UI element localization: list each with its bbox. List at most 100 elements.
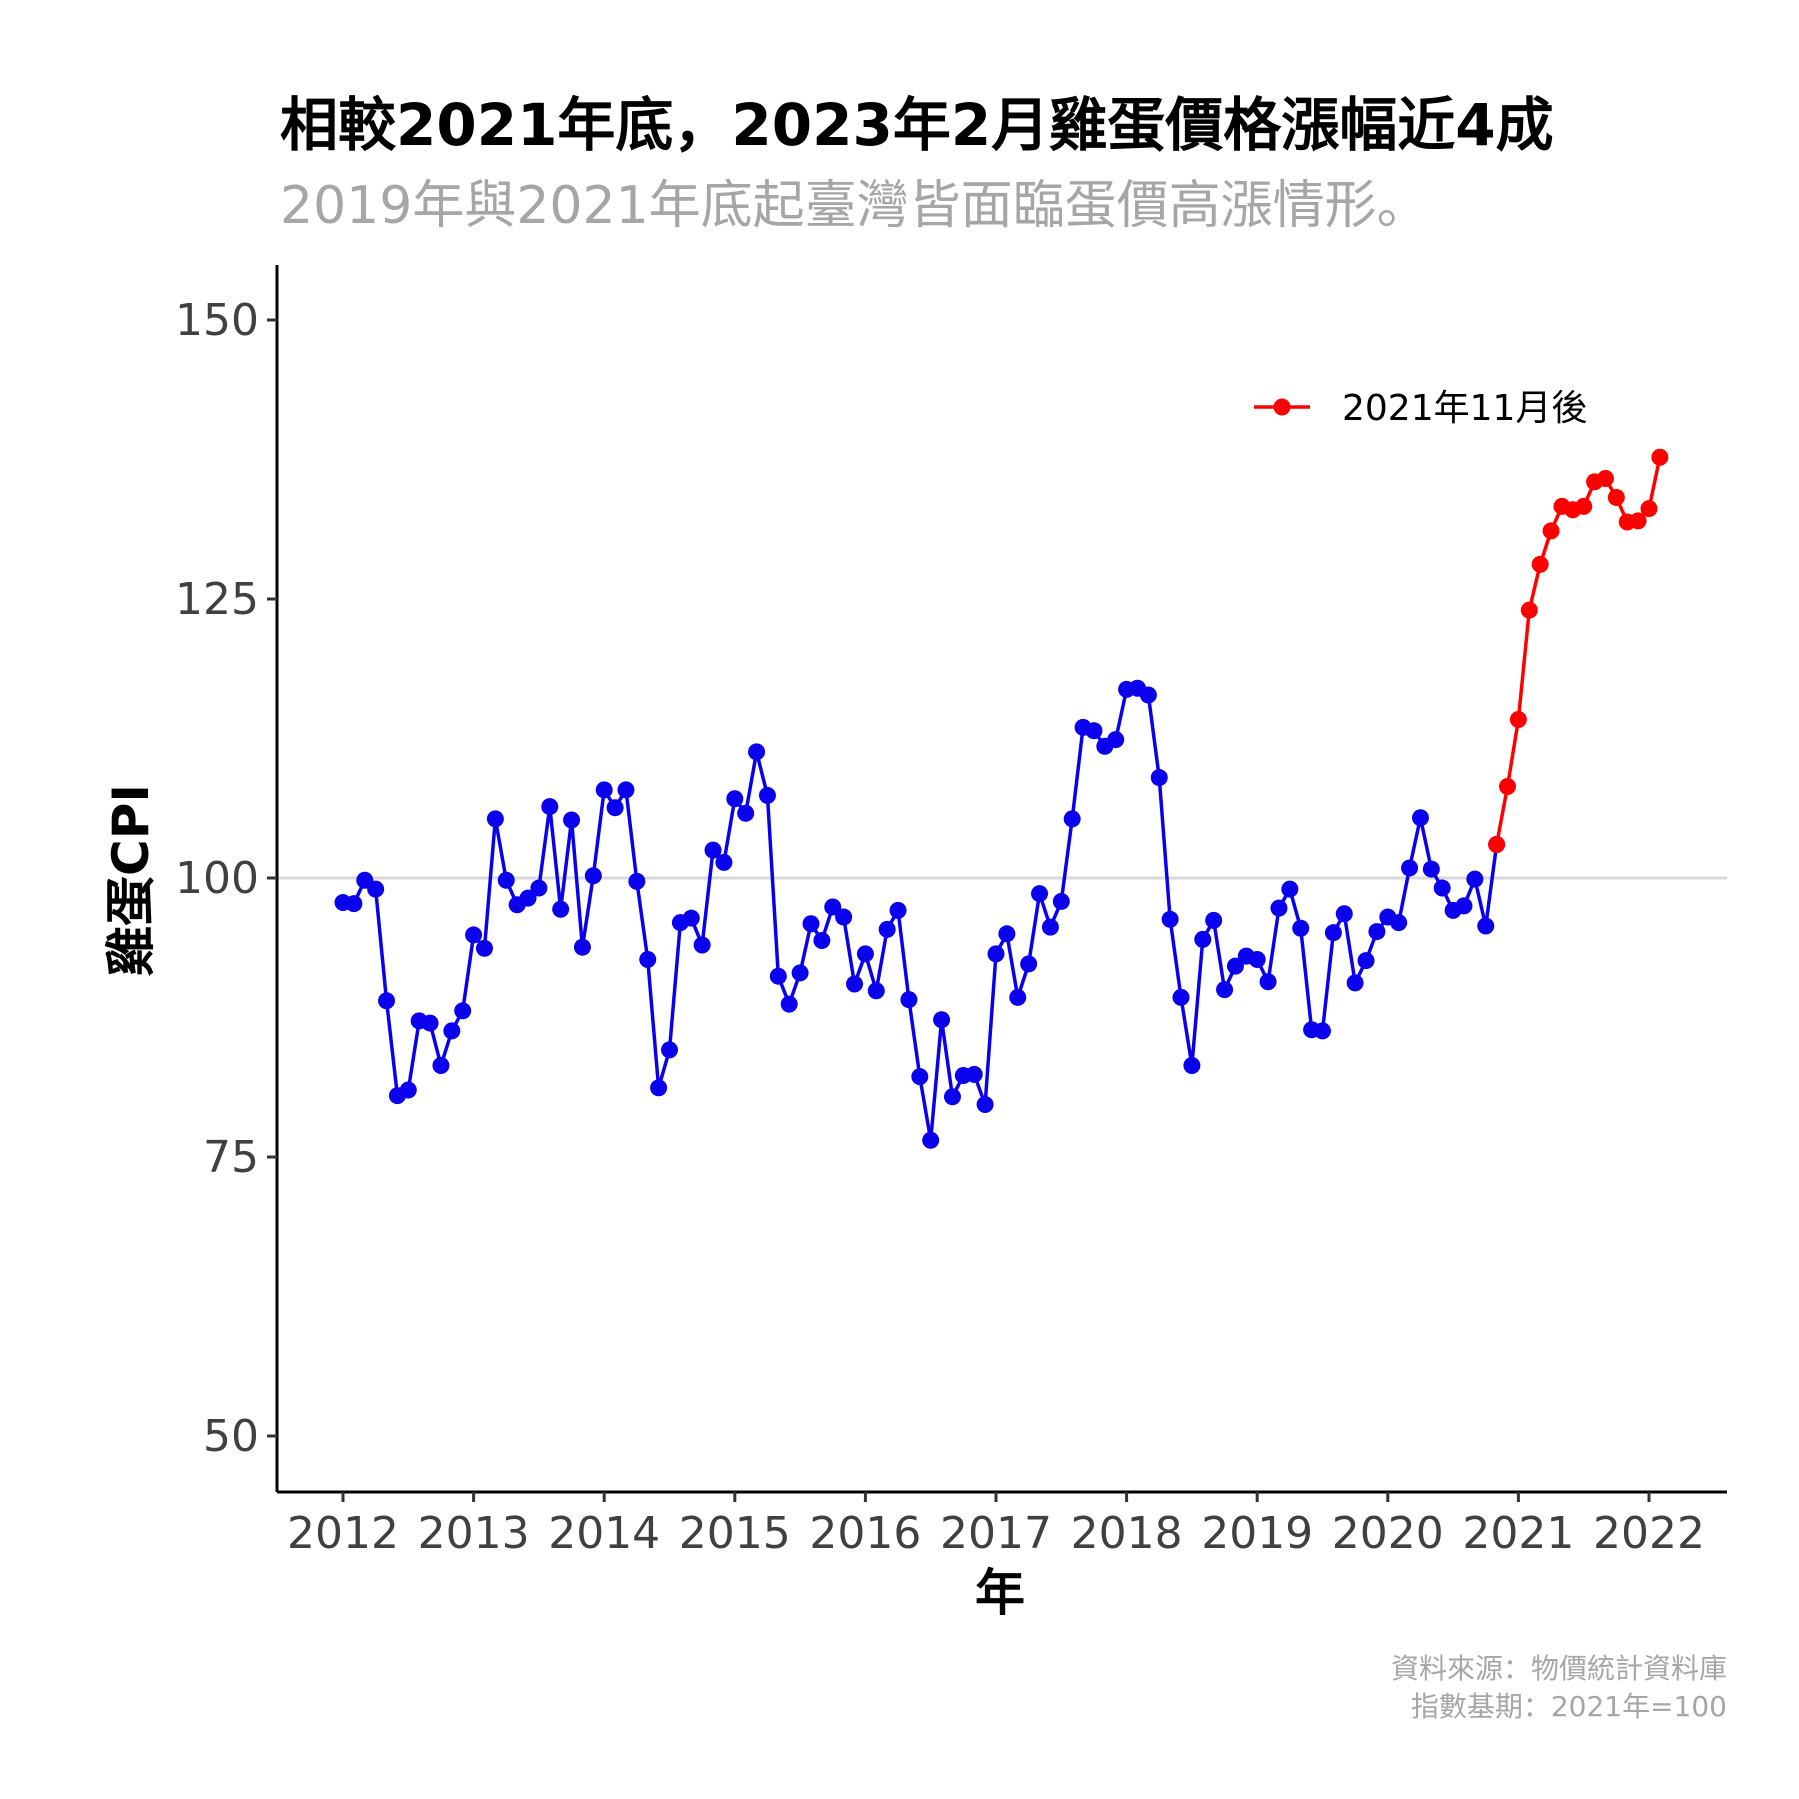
series-point-1 (639, 950, 657, 968)
series-point-1 (1455, 897, 1473, 915)
series-point-1 (486, 810, 504, 828)
series-point-1 (1009, 988, 1027, 1006)
series-point-1 (1411, 809, 1429, 827)
series-point-1 (769, 967, 787, 985)
series-point-1 (1292, 919, 1310, 937)
series-point-2 (1509, 711, 1527, 729)
series-point-1 (1172, 988, 1190, 1006)
series-point-1 (911, 1068, 929, 1086)
series-point-1 (1161, 910, 1179, 928)
series-point-1 (1031, 885, 1049, 903)
series-point-1 (1226, 957, 1244, 975)
series-point-1 (399, 1081, 417, 1099)
series-point-1 (1314, 1022, 1331, 1040)
series-point-1 (1085, 722, 1103, 740)
legend-key-point (1273, 398, 1291, 416)
x-tick-label: 2014 (548, 1508, 660, 1559)
series-point-1 (541, 798, 559, 816)
series-point-1 (617, 781, 635, 799)
series-point-1 (824, 898, 842, 916)
series-point-1 (1216, 981, 1234, 999)
y-tick-label: 75 (203, 1132, 259, 1183)
series-point-1 (552, 900, 570, 918)
series-point-1 (1270, 899, 1288, 917)
series-point-1 (835, 908, 853, 926)
series-point-1 (715, 853, 733, 871)
series-point-1 (443, 1022, 461, 1040)
series-point-1 (933, 1011, 951, 1029)
series-point-1 (726, 790, 744, 808)
y-tick-label: 100 (175, 853, 259, 904)
series-point-1 (1422, 860, 1440, 878)
series-point-1 (1401, 859, 1419, 877)
series-point-1 (1335, 905, 1353, 923)
series-point-1 (1063, 810, 1081, 828)
series-point-1 (780, 995, 798, 1013)
series-point-1 (519, 889, 537, 907)
legend: 2021年11月後 (1254, 388, 1587, 429)
y-tick-label: 125 (175, 574, 259, 625)
caption-source: 資料來源：物價統計資料庫 (1391, 1652, 1727, 1685)
series-point-1 (846, 975, 864, 993)
series-point-2 (1499, 777, 1517, 795)
series-point-2 (1520, 601, 1538, 619)
series-point-1 (867, 982, 885, 1000)
series-point-1 (1139, 686, 1157, 704)
series-point-1 (432, 1056, 450, 1074)
series-point-1 (1324, 924, 1342, 942)
series-point-1 (421, 1014, 439, 1032)
series-point-2 (1651, 448, 1669, 466)
series-point-1 (1346, 974, 1364, 992)
series-point-1 (454, 1002, 472, 1020)
series-point-1 (378, 992, 396, 1010)
caption-base: 指數基期：2021年=100 (1411, 1690, 1727, 1723)
series-point-2 (1640, 500, 1658, 518)
x-tick-label: 2016 (809, 1508, 921, 1559)
x-tick-label: 2020 (1332, 1508, 1444, 1559)
series-point-1 (1183, 1056, 1201, 1074)
y-tick-label: 150 (175, 295, 259, 346)
series-point-1 (813, 931, 831, 949)
series-point-1 (758, 786, 776, 804)
series-point-1 (1477, 917, 1495, 935)
series-point-1 (475, 939, 493, 957)
series-point-2 (1531, 555, 1549, 573)
series-point-1 (584, 867, 602, 885)
series-point-1 (1281, 880, 1299, 898)
series-point-1 (367, 880, 385, 898)
series-point-1 (943, 1088, 961, 1106)
plot-area: 50 75 100 125 150 2012 2013 2014 2015 2016 2017 201… (175, 265, 1727, 1559)
series-point-1 (1020, 955, 1038, 973)
x-tick-label: 2018 (1071, 1508, 1183, 1559)
series-point-1 (976, 1096, 994, 1114)
x-tick-label: 2013 (418, 1508, 530, 1559)
series-point-1 (748, 743, 766, 761)
series-point-1 (965, 1065, 983, 1083)
series-point-1 (497, 871, 515, 889)
x-tick-label: 2021 (1462, 1508, 1574, 1559)
x-tick-label: 2017 (940, 1508, 1052, 1559)
x-tick-label: 2022 (1593, 1508, 1705, 1559)
series-point-1 (595, 781, 613, 799)
series-point-1 (998, 925, 1016, 943)
series-point-1 (628, 872, 646, 890)
series-point-1 (737, 804, 755, 822)
series-point-2 (1607, 488, 1625, 506)
series-point-1 (345, 895, 363, 913)
series-point-1 (1357, 952, 1375, 970)
series-point-1 (1248, 950, 1266, 968)
series-point-1 (1194, 930, 1212, 948)
series-point-1 (650, 1079, 668, 1097)
series-point-2 (1575, 497, 1593, 515)
series-point-1 (1052, 892, 1070, 910)
series-point-1 (1150, 769, 1168, 787)
y-tick-label: 50 (203, 1411, 259, 1462)
x-tick-label: 2012 (287, 1508, 399, 1559)
series-point-1 (856, 945, 874, 963)
series-point-1 (900, 991, 918, 1009)
series-point-2 (1488, 836, 1506, 854)
series-point-1 (1259, 973, 1277, 991)
series-point-1 (465, 926, 483, 944)
series-point-1 (791, 964, 809, 982)
series-point-1 (704, 841, 722, 859)
